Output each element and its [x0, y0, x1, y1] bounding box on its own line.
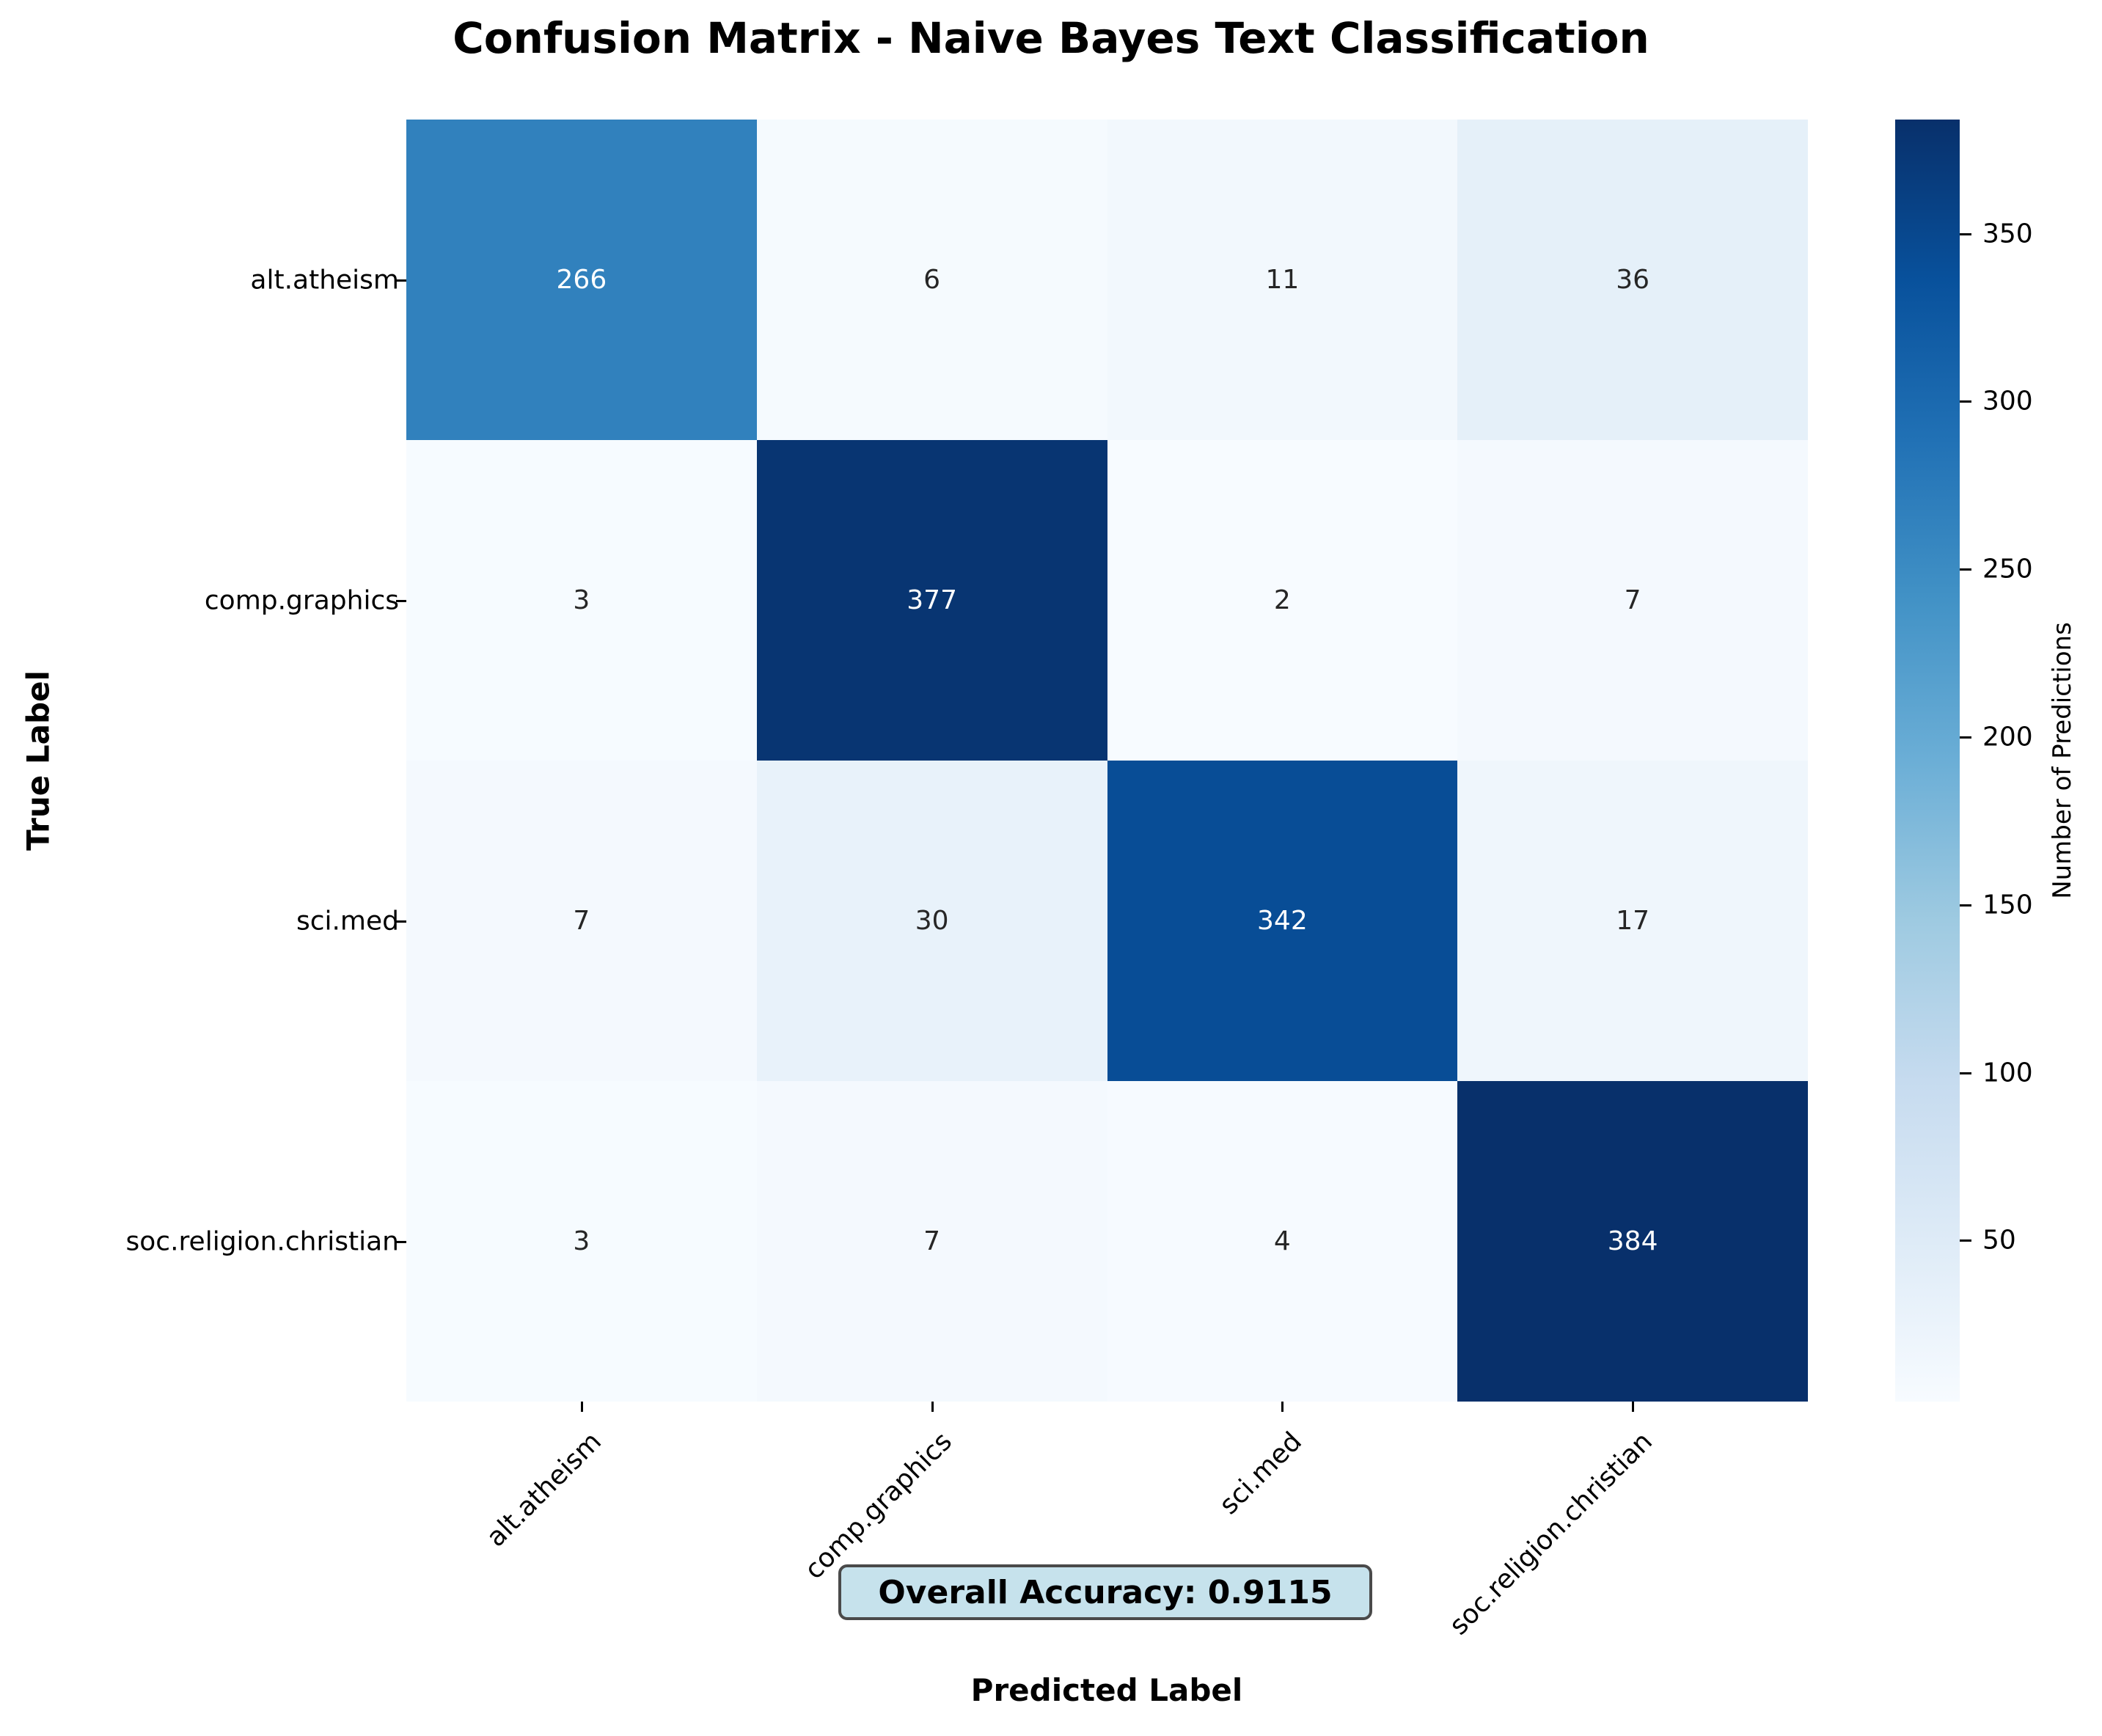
- colorbar-tick-mark: [1960, 568, 1971, 571]
- colorbar-tick-label: 300: [1982, 386, 2033, 417]
- heatmap-cell: 384: [1457, 1081, 1808, 1402]
- heatmap-cell: 11: [1107, 120, 1458, 440]
- x-tick-label: alt.atheism: [480, 1426, 607, 1553]
- heatmap-cell: 36: [1457, 120, 1808, 440]
- y-tick-mark: [396, 279, 406, 282]
- y-tick-label: soc.religion.christian: [125, 1226, 399, 1256]
- colorbar-tick-label: 150: [1982, 890, 2033, 920]
- colorbar-tick-mark: [1960, 904, 1971, 907]
- heatmap-cell: 342: [1107, 761, 1458, 1081]
- heatmap-cell: 266: [406, 120, 757, 440]
- colorbar-tick-mark: [1960, 232, 1971, 235]
- x-tick-mark: [1281, 1402, 1284, 1412]
- heatmap-cell: 7: [756, 1081, 1107, 1402]
- x-tick-mark: [931, 1402, 934, 1412]
- chart-title: Confusion Matrix - Naive Bayes Text Clas…: [453, 13, 1649, 63]
- heatmap-cell: 7: [406, 761, 757, 1081]
- colorbar-tick-mark: [1960, 1072, 1971, 1074]
- y-tick-label: sci.med: [296, 906, 399, 936]
- heatmap-cell: 2: [1107, 440, 1458, 761]
- x-tick-label: sci.med: [1214, 1426, 1308, 1521]
- y-tick-mark: [396, 1240, 406, 1243]
- heatmap-cell: 7: [1457, 440, 1808, 761]
- heatmap-cell: 3: [406, 1081, 757, 1402]
- colorbar-tick-label: 100: [1982, 1058, 2033, 1088]
- colorbar-tick-mark: [1960, 1239, 1971, 1242]
- heatmap-cell: 17: [1457, 761, 1808, 1081]
- accuracy-annotation: Overall Accuracy: 0.9115: [838, 1564, 1372, 1620]
- x-tick-label: soc.religion.christian: [1443, 1426, 1659, 1641]
- colorbar-tick-label: 250: [1982, 554, 2033, 585]
- heatmap-cell: 30: [756, 761, 1107, 1081]
- x-axis-label: Predicted Label: [970, 1672, 1243, 1708]
- colorbar-tick-label: 350: [1982, 219, 2033, 249]
- colorbar-tick-mark: [1960, 400, 1971, 403]
- y-tick-label: alt.atheism: [250, 265, 399, 295]
- confusion-matrix-heatmap: 266 6 11 36 3 377 2 7 7 30 342 17 3 7 4 384: [406, 120, 1808, 1402]
- colorbar-label: Number of Predictions: [2048, 622, 2077, 899]
- y-axis-label: True Label: [20, 670, 56, 851]
- heatmap-cell: 3: [406, 440, 757, 761]
- y-tick-label: comp.graphics: [204, 585, 399, 615]
- heatmap-cell: 377: [756, 440, 1107, 761]
- y-tick-mark: [396, 920, 406, 923]
- colorbar-tick-label: 200: [1982, 722, 2033, 752]
- colorbar-tick-label: 50: [1982, 1225, 2016, 1256]
- x-tick-mark: [1632, 1402, 1635, 1412]
- y-tick-mark: [396, 599, 406, 602]
- colorbar: [1895, 120, 1960, 1402]
- colorbar-tick-mark: [1960, 736, 1971, 739]
- heatmap-cell: 4: [1107, 1081, 1458, 1402]
- heatmap-cell: 6: [756, 120, 1107, 440]
- x-tick-mark: [580, 1402, 583, 1412]
- x-tick-label: comp.graphics: [799, 1426, 958, 1586]
